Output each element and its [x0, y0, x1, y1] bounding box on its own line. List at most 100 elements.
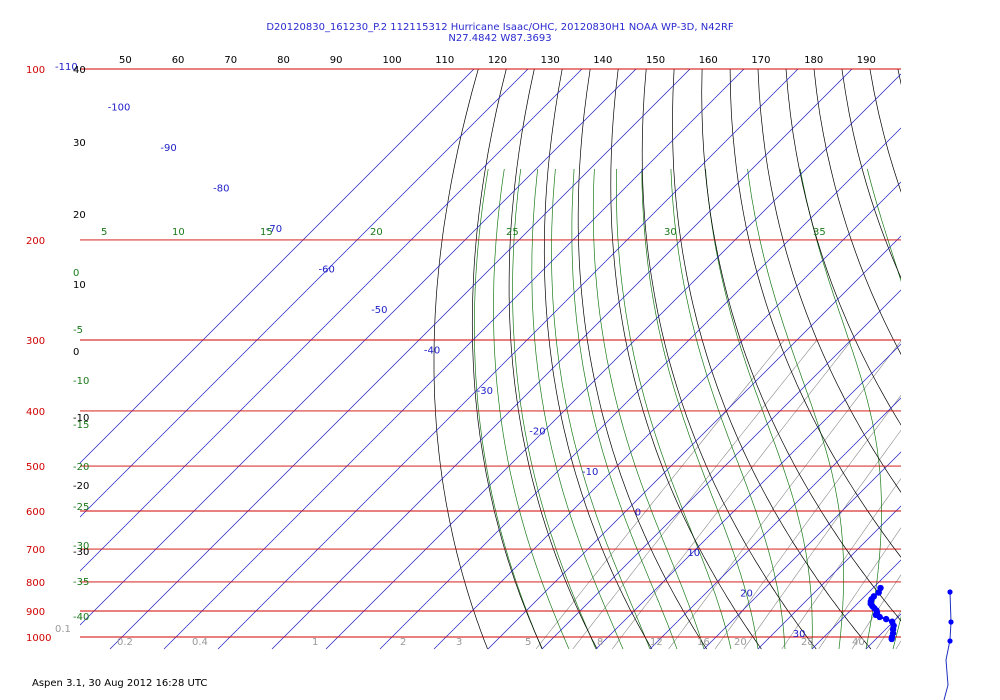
mixing-ratio-line — [926, 340, 1000, 649]
dry-adiabat-label: 30 — [73, 138, 86, 149]
dry-adiabat-line — [897, 69, 901, 86]
isotherm-label: -100 — [108, 103, 131, 114]
dry-adiabat-line — [785, 69, 901, 426]
dry-adiabat-line — [948, 43, 1000, 649]
temperature-point — [912, 635, 918, 641]
moist-adiabat-line — [531, 168, 624, 650]
mixing-ratio-label: 28 — [801, 637, 814, 648]
moist-adiabat-label: -30 — [73, 541, 89, 552]
moist-adiabat-line — [799, 168, 882, 650]
isotherm-line — [757, 505, 901, 650]
moist-adiabat-line — [641, 168, 759, 650]
isotherm-line — [865, 613, 901, 650]
chart-title: D20120830_161230_P.2 112115312 Hurricane… — [200, 22, 800, 44]
top-axis-label: 190 — [857, 55, 876, 66]
top-axis-label: 180 — [804, 55, 823, 66]
pressure-label: 800 — [26, 578, 45, 589]
top-axis-label: 110 — [435, 55, 454, 66]
dry-adiabat-line — [813, 69, 901, 355]
mixing-ratio-line — [851, 574, 901, 650]
dry-adiabat-line — [471, 69, 543, 650]
moist-adiabat-line — [947, 169, 1000, 649]
mixing-ratio-lines — [535, 339, 1000, 650]
mixing-ratio-line — [611, 339, 853, 650]
isotherm-label: -70 — [266, 224, 282, 235]
top-axis-label: 170 — [751, 55, 770, 66]
isotherm-label: -10 — [582, 467, 598, 478]
top-axis-label: 140 — [593, 55, 612, 66]
temperature-point — [912, 609, 918, 615]
temperature-point — [922, 597, 928, 603]
temperature-point — [910, 613, 916, 619]
moist-adiabat-line — [474, 168, 543, 650]
moist-adiabat-label: -5 — [73, 325, 83, 336]
temperature-point — [914, 605, 920, 611]
mixing-ratio-line — [572, 339, 818, 650]
footer-caption: Aspen 3.1, 30 Aug 2012 16:28 UTC — [32, 678, 208, 689]
mixing-ratio-label: 0.4 — [192, 637, 208, 648]
top-axis-label: 90 — [330, 55, 343, 66]
dry-adiabat-line — [841, 69, 901, 279]
dry-adiabat-label: -10 — [73, 413, 89, 424]
top-axis-label: 50 — [119, 55, 132, 66]
isotherm-line — [271, 69, 853, 650]
mixing-ratio-label: 5 — [525, 637, 531, 648]
pressure-label: 100 — [26, 65, 45, 76]
isotherm-label: -20 — [529, 427, 545, 438]
dry-adiabat-line — [641, 69, 817, 650]
dry-adiabat-line — [757, 69, 901, 493]
isotherm-label: -50 — [371, 305, 387, 316]
isotherm-line — [325, 73, 901, 650]
isotherm-label: 10 — [687, 548, 700, 559]
isotherm-line — [974, 43, 1000, 649]
dewpoint-point — [882, 615, 890, 623]
pressure-label: 700 — [26, 545, 45, 556]
top-axis-label: 150 — [646, 55, 665, 66]
top-axis-label: 60 — [172, 55, 185, 66]
mixing-ratio-label: 2 — [400, 637, 406, 648]
temperature-point — [911, 625, 917, 631]
moist-adiabat-label: -15 — [73, 420, 89, 431]
mixing-ratio-label: 20 — [734, 637, 747, 648]
temperature-point — [919, 601, 925, 607]
isotherm-label: -110 — [55, 62, 78, 73]
isotherm-label: -90 — [160, 143, 176, 154]
mixing-ratio-label: 40 — [852, 637, 865, 648]
dry-adiabat-line — [577, 69, 707, 650]
dry-adiabat-line — [869, 69, 901, 193]
top-axis-label: 100 — [383, 55, 402, 66]
dry-adiabats — [433, 43, 1000, 650]
isotherm-line — [80, 69, 637, 626]
moist-adiabat-label: 5 — [101, 227, 107, 238]
isotherm-line — [595, 343, 901, 650]
moist-adiabat-label: -25 — [73, 502, 89, 513]
top-axis-label: 80 — [277, 55, 290, 66]
moist-adiabats — [474, 168, 1000, 650]
temperature-point — [926, 592, 932, 598]
isotherm-line — [487, 235, 901, 650]
moist-adiabat-line — [974, 169, 1000, 649]
isotherm-label: -40 — [424, 346, 440, 357]
dry-adiabat-line — [610, 69, 762, 650]
moist-adiabat-label: 15 — [260, 227, 273, 238]
dewpoint-point — [875, 589, 882, 596]
wind-point — [947, 638, 953, 644]
moist-adiabat-label: 30 — [664, 227, 677, 238]
isotherm-line — [811, 559, 901, 650]
dry-adiabat-line — [975, 43, 1000, 649]
dry-adiabat-label: 40 — [73, 65, 86, 76]
moist-adiabat-label: 10 — [172, 227, 185, 238]
mixing-ratio-label: 8 — [597, 637, 603, 648]
dry-adiabat-line — [433, 69, 488, 650]
pressure-label: 200 — [26, 236, 45, 247]
moist-adiabat-label: -35 — [73, 577, 89, 588]
mixing-ratio-line — [781, 478, 901, 650]
dry-adiabat-label: -20 — [73, 481, 89, 492]
mixing-ratio-line — [959, 340, 1000, 649]
mixing-ratio-line — [714, 394, 901, 650]
dry-adiabat-line — [672, 69, 872, 650]
moist-adiabat-label: 0 — [73, 268, 79, 279]
mixing-ratio-label: 0.2 — [117, 637, 133, 648]
